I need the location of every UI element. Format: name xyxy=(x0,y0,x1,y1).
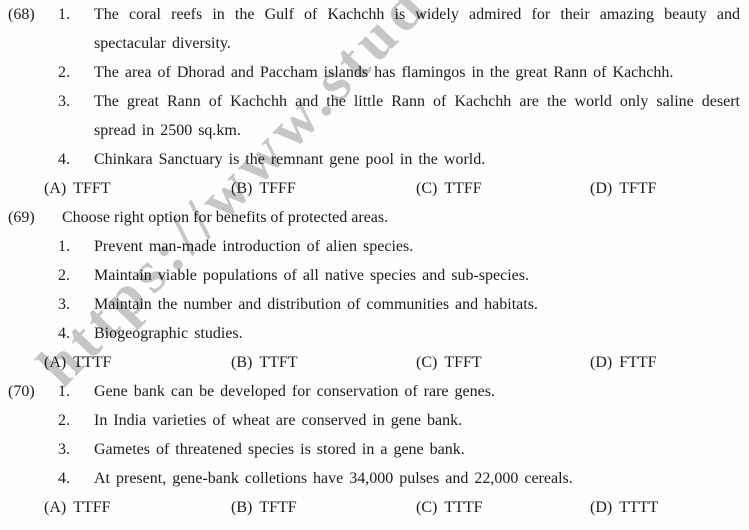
item-number: 3. xyxy=(58,296,70,313)
question-68-item-1-line-1: (68) 1. The coral reefs in the Gulf of K… xyxy=(0,0,749,29)
option-a: (A) TTTF xyxy=(44,348,111,377)
question-number: (68) xyxy=(8,6,35,23)
question-69-options-row: (A) TTTF (B) TTFT (C) TFFT (D) FTTF xyxy=(0,348,749,377)
option-value: TTFF xyxy=(73,499,111,516)
question-68-item-2: 2. The area of Dhorad and Paccham island… xyxy=(0,58,749,87)
option-d: (D) TTTT xyxy=(590,493,658,522)
item-number: 4. xyxy=(58,151,70,168)
question-69-stem: (69) Choose right option for benefits of… xyxy=(0,203,749,232)
item-text-line: spectacular diversity. xyxy=(94,35,231,52)
option-d: (D) FTTF xyxy=(590,348,657,377)
item-text-line: Maintain the number and distribution of … xyxy=(94,296,538,313)
question-70-item-1: (70) 1. Gene bank can be developed for c… xyxy=(0,377,749,406)
item-text-line: In India varieties of wheat are conserve… xyxy=(94,412,463,429)
item-text-line: Prevent man-made introduction of alien s… xyxy=(94,238,414,255)
option-label: (A) xyxy=(44,354,67,371)
question-70-item-3: 3. Gametes of threatened species is stor… xyxy=(0,435,749,464)
option-label: (B) xyxy=(231,354,253,371)
question-number: (69) xyxy=(8,209,35,226)
item-text-line: Biogeographic studies. xyxy=(94,325,243,342)
item-number: 3. xyxy=(58,93,70,110)
option-label: (D) xyxy=(590,499,613,516)
option-c: (C) TTTF xyxy=(416,493,483,522)
item-text-line: The great Rann of Kachchh and the little… xyxy=(94,93,740,110)
item-number: 2. xyxy=(58,64,70,81)
item-text-line: Maintain viable populations of all nativ… xyxy=(94,267,529,284)
option-label: (D) xyxy=(590,354,613,371)
option-label: (B) xyxy=(231,180,253,197)
item-text-line: Gametes of threatened species is stored … xyxy=(94,441,465,458)
option-value: TTFF xyxy=(444,180,482,197)
question-69-item-1: 1. Prevent man-made introduction of alie… xyxy=(0,232,749,261)
option-value: TFFF xyxy=(259,180,296,197)
question-70-options-row: (A) TTFF (B) TFTF (C) TTTF (D) TTTT xyxy=(0,493,749,522)
item-text-line: Gene bank can be developed for conservat… xyxy=(94,383,495,400)
option-a: (A) TTFF xyxy=(44,493,111,522)
option-label: (D) xyxy=(590,180,613,197)
option-d: (D) TFTF xyxy=(590,174,657,203)
item-number: 4. xyxy=(58,325,70,342)
question-68-item-3-line-2: spread in 2500 sq.km. xyxy=(0,116,749,145)
item-number: 3. xyxy=(58,441,70,458)
item-text-line: Chinkara Sanctuary is the remnant gene p… xyxy=(94,151,486,168)
option-value: FTTF xyxy=(619,354,657,371)
item-text-line: spread in 2500 sq.km. xyxy=(94,122,241,139)
question-stem: Choose right option for benefits of prot… xyxy=(62,209,389,226)
question-68-options-row: (A) TFFT (B) TFFF (C) TTFF (D) TFTF xyxy=(0,174,749,203)
option-value: TFTF xyxy=(619,180,657,197)
option-label: (A) xyxy=(44,180,67,197)
option-c: (C) TFFT xyxy=(416,348,482,377)
option-label: (C) xyxy=(416,499,438,516)
option-value: TTTT xyxy=(619,499,659,516)
item-text-line: At present, gene-bank colletions have 34… xyxy=(94,470,573,487)
item-number: 2. xyxy=(58,412,70,429)
option-c: (C) TTFF xyxy=(416,174,482,203)
question-68-item-1-line-2: spectacular diversity. xyxy=(0,29,749,58)
question-69-item-4: 4. Biogeographic studies. xyxy=(0,319,749,348)
option-value: TTFT xyxy=(259,354,298,371)
option-b: (B) TTFT xyxy=(231,348,298,377)
option-label: (C) xyxy=(416,354,438,371)
question-number: (70) xyxy=(8,383,35,400)
option-value: TTTF xyxy=(444,499,483,516)
item-number: 4. xyxy=(58,470,70,487)
option-value: TFFT xyxy=(73,180,111,197)
question-68-item-4: 4. Chinkara Sanctuary is the remnant gen… xyxy=(0,145,749,174)
option-label: (C) xyxy=(416,180,438,197)
question-70-item-4: 4. At present, gene-bank colletions have… xyxy=(0,464,749,493)
option-value: TTTF xyxy=(73,354,112,371)
option-label: (A) xyxy=(44,499,67,516)
item-number: 1. xyxy=(58,383,70,400)
option-label: (B) xyxy=(231,499,253,516)
item-number: 1. xyxy=(58,6,70,23)
item-number: 1. xyxy=(58,238,70,255)
option-value: TFFT xyxy=(444,354,482,371)
option-b: (B) TFFF xyxy=(231,174,296,203)
option-a: (A) TFFT xyxy=(44,174,111,203)
item-number: 2. xyxy=(58,267,70,284)
item-text-line: The coral reefs in the Gulf of Kachchh i… xyxy=(94,6,740,23)
option-b: (B) TFTF xyxy=(231,493,297,522)
question-69-item-2: 2. Maintain viable populations of all na… xyxy=(0,261,749,290)
question-70-item-2: 2. In India varieties of wheat are conse… xyxy=(0,406,749,435)
question-69-item-3: 3. Maintain the number and distribution … xyxy=(0,290,749,319)
item-text-line: The area of Dhorad and Paccham islands h… xyxy=(94,64,674,81)
question-68-item-3-line-1: 3. The great Rann of Kachchh and the lit… xyxy=(0,87,749,116)
option-value: TFTF xyxy=(259,499,297,516)
